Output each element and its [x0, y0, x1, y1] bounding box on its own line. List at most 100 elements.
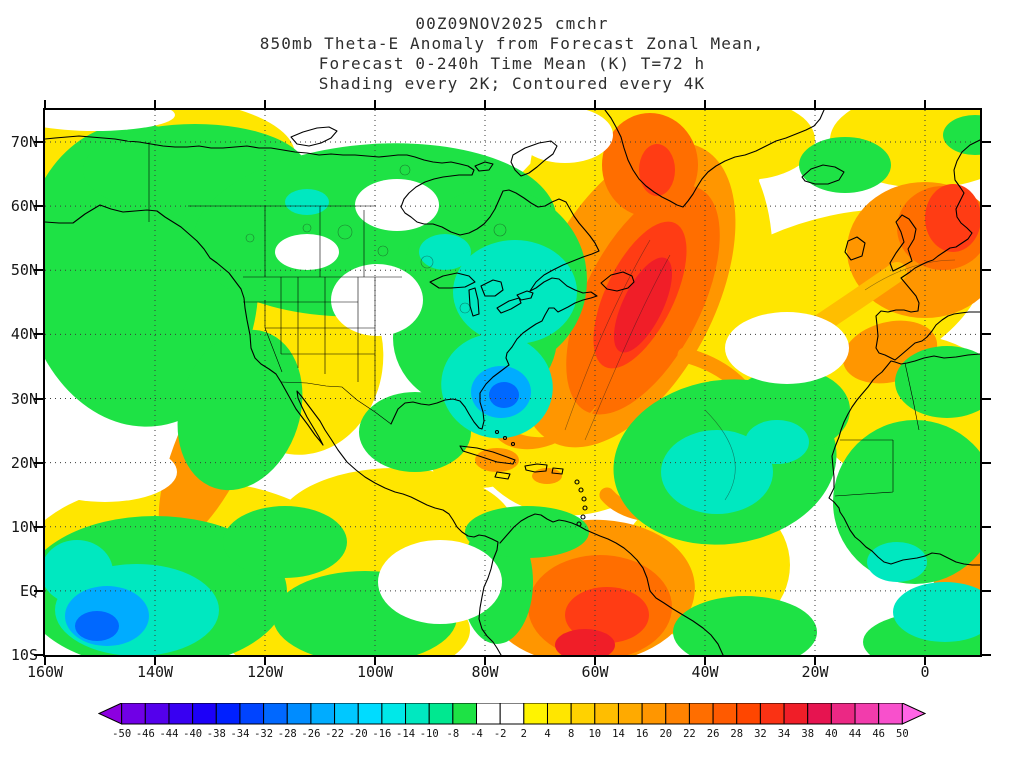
lon-tick-mark [924, 100, 926, 108]
lat-tick-mark [34, 525, 43, 528]
svg-text:-16: -16 [372, 728, 391, 740]
svg-text:26: 26 [707, 728, 720, 740]
svg-text:-10: -10 [420, 728, 439, 740]
lon-tick-mark [484, 100, 486, 108]
lon-tick-mark [264, 100, 266, 108]
svg-text:46: 46 [872, 728, 885, 740]
svg-text:-46: -46 [136, 728, 155, 740]
lat-tick-label: 70N [10, 133, 38, 152]
lat-tick-mark [34, 141, 43, 144]
chart-forecast-line: Forecast 0-240h Time Mean (K) T=72 h [318, 54, 706, 73]
lat-tick-mark [982, 654, 991, 656]
svg-text:2: 2 [521, 728, 527, 740]
lat-tick-mark [34, 205, 43, 208]
lon-tick-mark [594, 100, 596, 108]
lat-tick-label: 10S [10, 646, 38, 664]
svg-text:-28: -28 [278, 728, 297, 740]
svg-text:22: 22 [683, 728, 696, 740]
chart-shading-line: Shading every 2K; Contoured every 4K [318, 74, 706, 93]
lon-tick-label: 160W [26, 663, 64, 681]
lon-tick-mark [814, 657, 816, 665]
colorbar-canvas: -50 -46 -44 -40 -38 -34 -32 -28 -26 -22 -20 -16 -14-… [97, 702, 927, 740]
lon-tick-label: 20W [801, 663, 829, 681]
lat-tick-mark [34, 397, 43, 400]
lat-tick-mark [982, 205, 991, 208]
anomaly-shading-layer [45, 110, 980, 655]
lon-tick-mark [484, 657, 486, 665]
svg-text:14: 14 [612, 728, 625, 740]
lat-tick-mark [982, 525, 991, 528]
svg-text:38: 38 [801, 728, 814, 740]
lat-tick-label: 60N [10, 197, 38, 216]
lat-tick-mark [34, 269, 43, 272]
svg-text:34: 34 [778, 728, 791, 740]
svg-text:50: 50 [896, 728, 909, 740]
lon-tick-mark [44, 657, 46, 665]
svg-text:28: 28 [730, 728, 743, 740]
contour-lines-layer [245, 164, 956, 501]
svg-text:40: 40 [825, 728, 838, 740]
lat-tick-mark [34, 654, 43, 656]
lat-tick-mark [982, 141, 991, 144]
svg-text:44: 44 [849, 728, 862, 740]
political-borders [148, 142, 920, 497]
map-frame [43, 108, 982, 657]
lon-tick-label: 40W [691, 663, 719, 681]
chart-init-line: 00Z09NOV2025 cmchr [415, 14, 609, 33]
svg-text:-44: -44 [159, 728, 178, 740]
lat-tick-mark [982, 269, 991, 272]
lat-tick-mark [982, 461, 991, 464]
svg-text:-32: -32 [254, 728, 273, 740]
lat-tick-label: 10N [10, 517, 38, 536]
lon-tick-mark [154, 657, 156, 665]
chart-title-line: 850mb Theta-E Anomaly from Forecast Zona… [259, 34, 765, 53]
lon-tick-mark [44, 100, 46, 108]
lat-tick-label: 40N [10, 325, 38, 344]
svg-text:16: 16 [636, 728, 649, 740]
svg-text:-40: -40 [183, 728, 202, 740]
lon-tick-mark [814, 100, 816, 108]
svg-text:4: 4 [544, 728, 550, 740]
lon-tick-mark [264, 657, 266, 665]
svg-text:-22: -22 [325, 728, 344, 740]
lat-tick-mark [982, 397, 991, 400]
lat-tick-mark [34, 461, 43, 464]
svg-text:-38: -38 [207, 728, 226, 740]
chart-title-block: 00Z09NOV2025 cmchr 850mb Theta-E Anomaly… [0, 14, 1024, 94]
lon-tick-label: 80W [471, 663, 499, 681]
svg-text:-50: -50 [112, 728, 131, 740]
lat-tick-label: EQ [19, 581, 38, 600]
lat-tick-mark [982, 333, 991, 336]
svg-text:20: 20 [659, 728, 672, 740]
lat-tick-label: 20N [10, 453, 38, 472]
lon-tick-label: 60W [581, 663, 609, 681]
lon-tick-mark [154, 100, 156, 108]
lon-tick-label: 0 [920, 663, 930, 681]
svg-text:-14: -14 [396, 728, 415, 740]
svg-text:10: 10 [588, 728, 601, 740]
colorbar: -50 -46 -44 -40 -38 -34 -32 -28 -26 -22 -20 -16 -14-… [97, 702, 927, 745]
lat-tick-label: 30N [10, 389, 38, 408]
svg-text:32: 32 [754, 728, 767, 740]
lon-tick-mark [594, 657, 596, 665]
svg-text:-20: -20 [349, 728, 368, 740]
coastlines [45, 110, 980, 655]
svg-text:-26: -26 [301, 728, 320, 740]
lat-tick-mark [34, 589, 43, 592]
lon-tick-mark [924, 657, 926, 665]
lon-tick-label: 140W [136, 663, 174, 681]
svg-text:-8: -8 [447, 728, 460, 740]
lon-tick-mark [374, 100, 376, 108]
lon-tick-label: 120W [246, 663, 284, 681]
svg-text:-4: -4 [470, 728, 483, 740]
svg-text:-34: -34 [230, 728, 249, 740]
lat-tick-mark [982, 589, 991, 592]
svg-text:8: 8 [568, 728, 574, 740]
lon-tick-mark [704, 100, 706, 108]
lat-tick-mark [34, 333, 43, 336]
map-canvas [45, 110, 980, 655]
lon-tick-label: 100W [356, 663, 394, 681]
lon-tick-mark [374, 657, 376, 665]
lon-tick-mark [704, 657, 706, 665]
